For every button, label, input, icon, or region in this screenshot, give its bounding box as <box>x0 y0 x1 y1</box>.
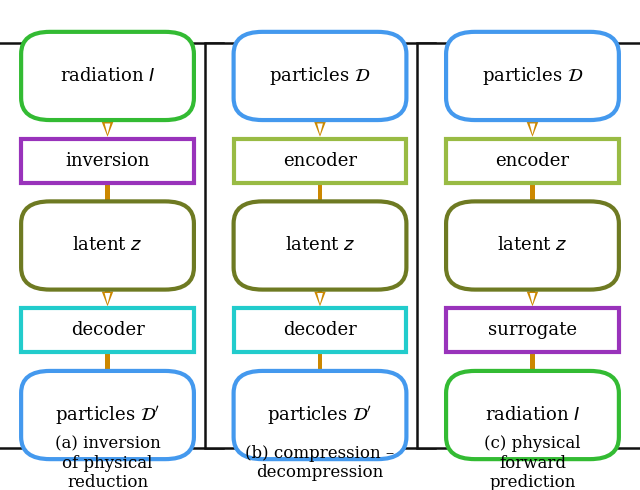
FancyBboxPatch shape <box>234 371 406 459</box>
Text: particles $\mathcal{D}$: particles $\mathcal{D}$ <box>269 65 371 87</box>
Text: particles $\mathcal{D}'$: particles $\mathcal{D}'$ <box>268 404 372 426</box>
Polygon shape <box>105 293 111 304</box>
Polygon shape <box>314 122 326 137</box>
Text: latent $z$: latent $z$ <box>72 237 143 254</box>
FancyBboxPatch shape <box>234 32 406 120</box>
Polygon shape <box>530 100 534 122</box>
Bar <box>234 139 406 183</box>
FancyBboxPatch shape <box>446 32 619 120</box>
Bar <box>0 43 223 448</box>
Polygon shape <box>530 293 535 304</box>
Polygon shape <box>317 378 323 389</box>
Polygon shape <box>527 207 538 221</box>
Text: decoder: decoder <box>70 321 145 339</box>
Polygon shape <box>314 292 326 306</box>
Polygon shape <box>530 208 535 220</box>
Text: surrogate: surrogate <box>488 321 577 339</box>
Text: latent $z$: latent $z$ <box>497 237 568 254</box>
Text: particles $\mathcal{D}$: particles $\mathcal{D}$ <box>482 65 583 87</box>
FancyBboxPatch shape <box>21 32 194 120</box>
Bar <box>234 308 406 352</box>
Polygon shape <box>530 185 534 207</box>
FancyBboxPatch shape <box>21 201 194 290</box>
Text: decoder: decoder <box>283 321 357 339</box>
FancyBboxPatch shape <box>234 201 406 290</box>
Polygon shape <box>317 270 322 292</box>
Text: particles $\mathcal{D}'$: particles $\mathcal{D}'$ <box>55 404 160 426</box>
Polygon shape <box>317 208 323 220</box>
Polygon shape <box>317 354 322 376</box>
Polygon shape <box>527 122 538 137</box>
Polygon shape <box>102 376 113 391</box>
FancyBboxPatch shape <box>21 371 194 459</box>
Polygon shape <box>105 354 110 376</box>
Bar <box>446 139 619 183</box>
Bar <box>417 43 640 448</box>
Text: encoder: encoder <box>495 152 570 170</box>
Text: radiation $\mathit{I}$: radiation $\mathit{I}$ <box>60 67 155 85</box>
Text: radiation $\mathit{I}$: radiation $\mathit{I}$ <box>485 406 580 424</box>
Text: (c) physical
forward
prediction: (c) physical forward prediction <box>484 435 580 490</box>
Polygon shape <box>527 292 538 306</box>
Bar <box>446 308 619 352</box>
Polygon shape <box>102 122 113 137</box>
Bar <box>21 139 194 183</box>
Polygon shape <box>317 100 322 122</box>
Polygon shape <box>105 100 110 122</box>
Polygon shape <box>530 354 534 376</box>
FancyBboxPatch shape <box>446 371 619 459</box>
Polygon shape <box>314 376 326 391</box>
Polygon shape <box>105 378 111 389</box>
Polygon shape <box>530 378 535 389</box>
Text: encoder: encoder <box>283 152 357 170</box>
Polygon shape <box>102 207 113 221</box>
Polygon shape <box>105 208 111 220</box>
Polygon shape <box>105 270 110 292</box>
Polygon shape <box>317 123 323 134</box>
Polygon shape <box>527 376 538 391</box>
Polygon shape <box>530 123 535 134</box>
Text: inversion: inversion <box>65 152 150 170</box>
Bar <box>21 308 194 352</box>
Polygon shape <box>317 293 323 304</box>
Polygon shape <box>105 123 111 134</box>
Polygon shape <box>102 292 113 306</box>
Polygon shape <box>105 185 110 207</box>
Polygon shape <box>317 185 322 207</box>
Text: (b) compression –
decompression: (b) compression – decompression <box>245 445 395 481</box>
Polygon shape <box>530 270 534 292</box>
Polygon shape <box>314 207 326 221</box>
Text: latent $z$: latent $z$ <box>285 237 355 254</box>
Bar <box>205 43 435 448</box>
FancyBboxPatch shape <box>446 201 619 290</box>
Text: (a) inversion
of physical
reduction: (a) inversion of physical reduction <box>54 435 161 490</box>
